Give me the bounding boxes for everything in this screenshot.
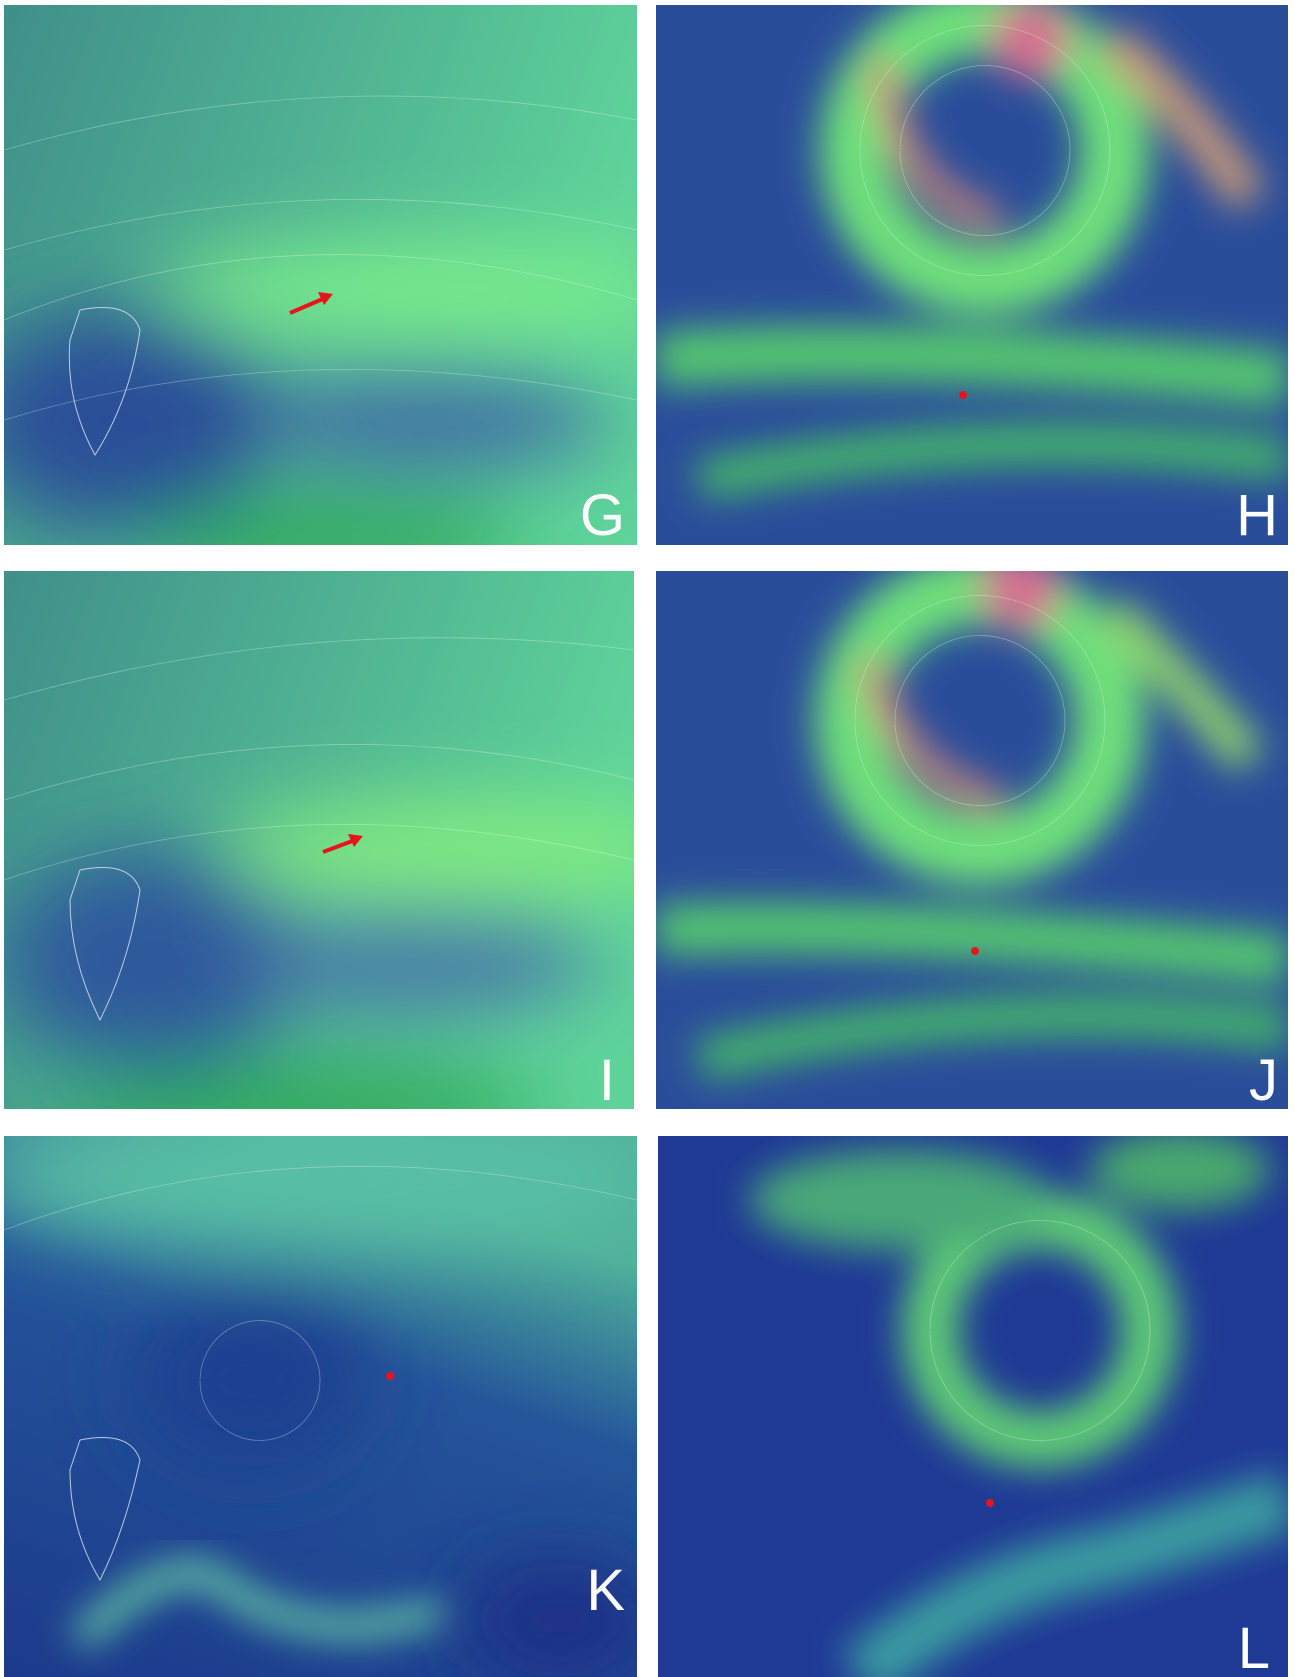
panel-label: I	[599, 1048, 615, 1113]
panel-g	[0, 5, 680, 580]
panel-label: L	[1238, 1616, 1270, 1677]
panel-k	[0, 1110, 670, 1677]
panel-label: K	[586, 1558, 625, 1623]
panel-label: J	[1249, 1048, 1278, 1113]
figure: K G H I J L	[0, 0, 1295, 1677]
panel-label: G	[580, 483, 625, 548]
panel-label: H	[1236, 483, 1278, 548]
panel-i	[0, 571, 700, 1155]
panel-l	[658, 1130, 1288, 1677]
panel-h	[656, 0, 1288, 545]
panel-j	[656, 550, 1288, 1109]
